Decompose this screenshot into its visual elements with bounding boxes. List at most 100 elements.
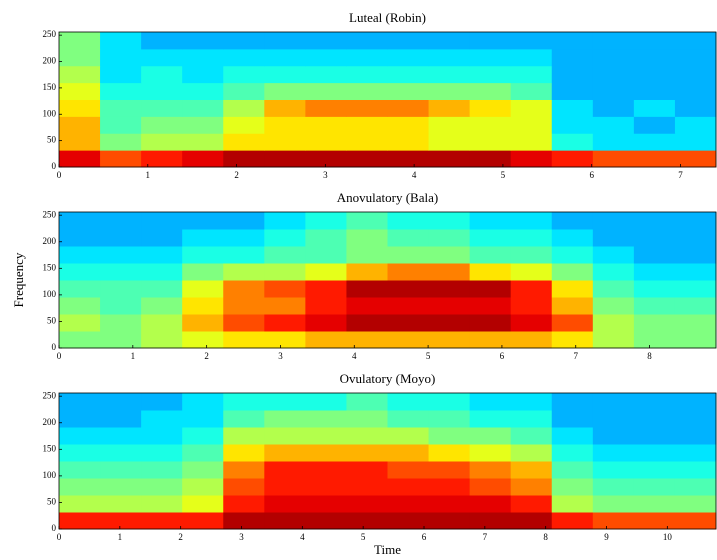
heat-cell [387,427,430,445]
heat-cell [633,512,676,530]
heat-cell [346,263,388,281]
heat-cell [674,65,717,84]
heat-cell [469,280,512,298]
heat-cell [182,246,224,264]
heat-cell [182,82,224,100]
heat-cell [592,212,635,230]
x-tick-label: 7 [678,170,683,180]
heat-cell [346,495,388,513]
heat-cell [592,495,635,513]
heat-cell [346,331,388,349]
heat-cell [223,427,265,445]
heat-cell [100,32,142,50]
heat-cell [633,32,676,50]
heat-cell [59,393,101,411]
heat-cell [592,116,635,134]
heat-cell [141,48,183,67]
heat-cell [223,48,265,67]
heat-cell [141,99,183,117]
heat-cell [674,263,717,281]
heat-cell [346,478,388,496]
y-axis-label: Frequency [11,252,26,307]
heat-cell [182,512,224,530]
heat-cell [633,263,676,281]
heat-cell [674,48,717,67]
heat-cell [346,133,388,151]
heat-cell [100,133,142,151]
heat-cell [428,212,471,230]
heat-cell [182,495,224,513]
heat-cell [141,32,183,50]
heat-cell [264,297,306,315]
heat-cell [100,314,142,332]
heat-cell [387,393,430,411]
heat-cell [387,150,430,168]
heat-cell [100,478,142,496]
x-tick-label: 0 [57,532,62,542]
heat-cell [100,495,142,513]
chart-title: Ovulatory (Moyo) [340,371,436,386]
x-tick-label: 6 [589,170,594,180]
heat-cell [223,461,265,479]
heat-cell [674,410,717,428]
heat-cell [633,393,676,411]
heat-cell [305,331,347,349]
heat-cell [469,314,512,332]
heat-cell [674,427,717,445]
heat-cell [469,48,512,67]
heat-cell [305,133,347,151]
heat-cell [633,297,676,315]
heat-cell [100,427,142,445]
x-tick-label: 1 [146,170,151,180]
heat-cell [387,263,430,281]
heat-cell [387,229,430,247]
heat-cell [428,246,471,264]
heat-cell [182,410,224,428]
heat-cell [141,461,183,479]
heat-cell [141,82,183,100]
heat-cell [59,82,101,100]
heat-cell [264,461,306,479]
heat-cell [551,495,594,513]
heat-cell [305,444,347,462]
plot-frame [58,392,717,530]
heat-cell [182,32,224,50]
heat-cell [305,150,347,168]
heat-cell [674,150,717,168]
heat-cell [428,393,471,411]
heat-cell [428,314,471,332]
heat-cell [346,48,388,67]
heat-cell [305,99,347,117]
heat-cell [264,48,306,67]
heat-cell [264,331,306,349]
heat-cell [387,65,430,84]
heat-cell [469,212,512,230]
heat-cell [141,229,183,247]
y-tick-label: 100 [43,108,57,118]
heat-cell [264,478,306,496]
heat-cell [59,263,101,281]
heat-cell [551,48,594,67]
y-tick-label: 150 [43,262,57,272]
heat-cell [633,116,676,134]
heat-cell [674,99,717,117]
heat-cell [551,116,594,134]
y-tick-label: 250 [43,390,57,400]
heat-cell [387,512,430,530]
heat-cell [469,65,512,84]
heat-cell [469,410,512,428]
heat-cell [469,133,512,151]
heat-cell [510,331,553,349]
heat-cell [428,48,471,67]
heat-cell [182,427,224,445]
y-tick-label: 50 [47,497,57,507]
heat-cell [59,461,101,479]
heat-cell [264,495,306,513]
heat-cell [264,444,306,462]
x-tick-label: 3 [323,170,328,180]
heat-cell [592,246,635,264]
x-tick-label: 4 [300,532,305,542]
heat-cell [428,99,471,117]
heat-cell [141,280,183,298]
heat-cell [346,246,388,264]
